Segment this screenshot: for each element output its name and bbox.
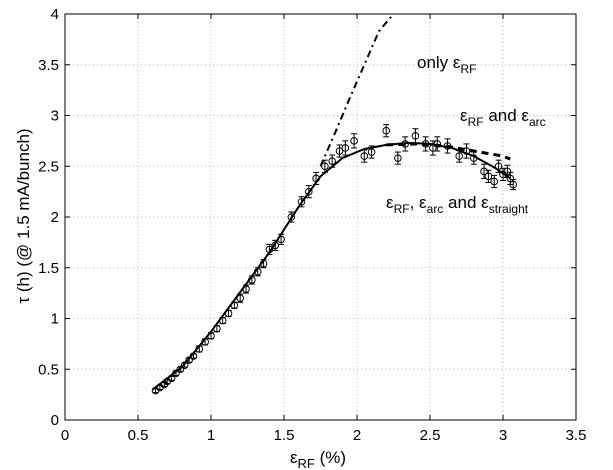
data-point	[367, 148, 376, 156]
data-point	[494, 162, 503, 171]
data-point	[350, 137, 358, 145]
data-point	[401, 140, 409, 148]
y-tick-label: 2	[51, 209, 59, 226]
y-axis-label: τ (h) (@ 1.5 mA/bunch)	[14, 128, 33, 303]
data-point	[443, 142, 452, 150]
data-point	[305, 187, 313, 196]
x-tick-label: 3.5	[566, 427, 587, 444]
y-tick-label: 0	[51, 412, 59, 429]
x-tick-label: 2.5	[420, 427, 441, 444]
x-tick-label: 3	[499, 427, 507, 444]
x-axis-label: εRF (%)	[290, 448, 346, 470]
data-point	[207, 331, 215, 340]
x-tick-label: 2	[353, 427, 361, 444]
data-point	[506, 174, 515, 183]
data-point	[189, 352, 198, 360]
y-tick-label: 0.5	[38, 361, 59, 378]
data-point	[230, 301, 239, 310]
plot-background	[65, 14, 576, 420]
data-point	[411, 132, 420, 140]
data-point	[271, 241, 280, 250]
data-point	[167, 374, 176, 383]
x-tick-label: 0.5	[128, 427, 149, 444]
annotation-only-rf: only εRF	[417, 53, 477, 76]
data-point	[509, 180, 518, 189]
data-point	[360, 152, 369, 160]
data-point	[462, 147, 471, 155]
data-point	[341, 144, 350, 152]
data-point	[503, 167, 512, 176]
y-tick-label: 1.5	[38, 260, 59, 277]
data-point	[394, 154, 402, 162]
data-point	[433, 140, 442, 148]
y-tick-label: 3.5	[38, 57, 59, 74]
data-point	[213, 324, 221, 333]
data-point	[480, 167, 488, 176]
data-point	[176, 365, 185, 374]
data-point	[195, 345, 204, 353]
x-tick-label: 1	[207, 427, 215, 444]
series-line-dashed	[386, 142, 511, 161]
data-point	[429, 144, 437, 152]
data-point	[490, 177, 499, 186]
data-point	[312, 174, 320, 183]
y-tick-label: 1	[51, 311, 59, 328]
annotation-rf-arc-straight: εRF, εarc and εstraight	[386, 193, 529, 216]
axis-ticks: 0 0.5 1 1.5 2 2.5 3 3.5 0 0.5 1 1.5 2 2.5 3 3.5 4	[38, 6, 586, 444]
data-point	[185, 356, 193, 364]
x-tick-label: 1.5	[274, 427, 295, 444]
y-tick-label: 4	[51, 6, 59, 23]
data-point	[218, 316, 227, 325]
data-point	[484, 172, 493, 181]
data-point	[470, 154, 478, 162]
data-point	[248, 276, 256, 284]
y-tick-label: 2.5	[38, 158, 59, 175]
annotation-rf-arc: εRF and εarc	[460, 106, 546, 129]
data-point	[253, 268, 262, 276]
data-point	[335, 147, 344, 155]
data-point	[242, 285, 250, 293]
data-point	[180, 361, 189, 369]
data-point	[236, 294, 244, 303]
data-point	[201, 338, 209, 346]
data-point	[328, 157, 336, 165]
data-point	[297, 197, 306, 206]
data-point	[265, 245, 274, 254]
data-point	[287, 213, 296, 221]
y-tick-label: 3	[51, 108, 59, 125]
data-point	[455, 152, 464, 160]
data-point	[382, 126, 391, 135]
data-point	[172, 369, 180, 378]
data-point	[421, 140, 430, 148]
data-point	[277, 235, 285, 244]
data-point	[259, 259, 268, 268]
data-point	[321, 162, 329, 171]
data-point	[224, 309, 233, 318]
x-tick-label: 0	[61, 427, 69, 444]
measurement-points	[151, 124, 518, 395]
